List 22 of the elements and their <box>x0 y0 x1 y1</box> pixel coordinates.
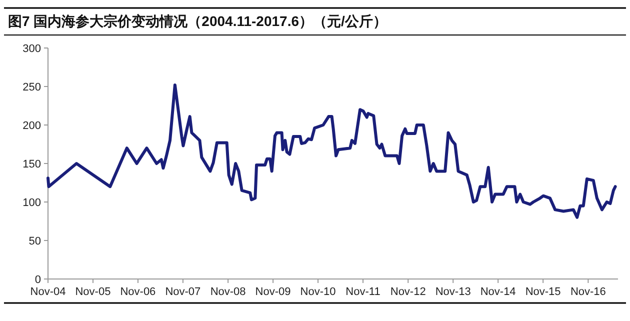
y-tick-label: 250 <box>22 82 41 94</box>
x-tick-label: Nov-16 <box>570 286 606 298</box>
x-tick-label: Nov-11 <box>346 286 380 298</box>
x-tick-label: Nov-15 <box>525 286 561 298</box>
x-tick-label: Nov-09 <box>255 286 291 298</box>
y-tick-label: 150 <box>22 158 41 170</box>
y-tick-label: 50 <box>28 236 41 248</box>
x-tick-label: Nov-08 <box>210 286 246 298</box>
x-tick-label: Nov-06 <box>120 286 156 298</box>
y-tick-label: 300 <box>22 43 41 55</box>
x-tick-label: Nov-07 <box>165 286 201 298</box>
y-tick-label: 0 <box>34 274 41 286</box>
x-tick-label: Nov-12 <box>390 286 426 298</box>
x-tick-label: Nov-04 <box>30 286 66 298</box>
x-tick-label: Nov-10 <box>300 286 336 298</box>
x-tick-label: Nov-05 <box>75 286 111 298</box>
y-tick-label: 200 <box>22 120 41 132</box>
y-tick-label: 100 <box>22 197 41 209</box>
x-tick-label: Nov-14 <box>480 286 516 298</box>
chart-title: 图7 国内海参大宗价变动情况（2004.11-2017.6）（元/公斤） <box>8 13 387 29</box>
line-series <box>46 83 617 219</box>
x-tick-label: Nov-13 <box>435 286 471 298</box>
